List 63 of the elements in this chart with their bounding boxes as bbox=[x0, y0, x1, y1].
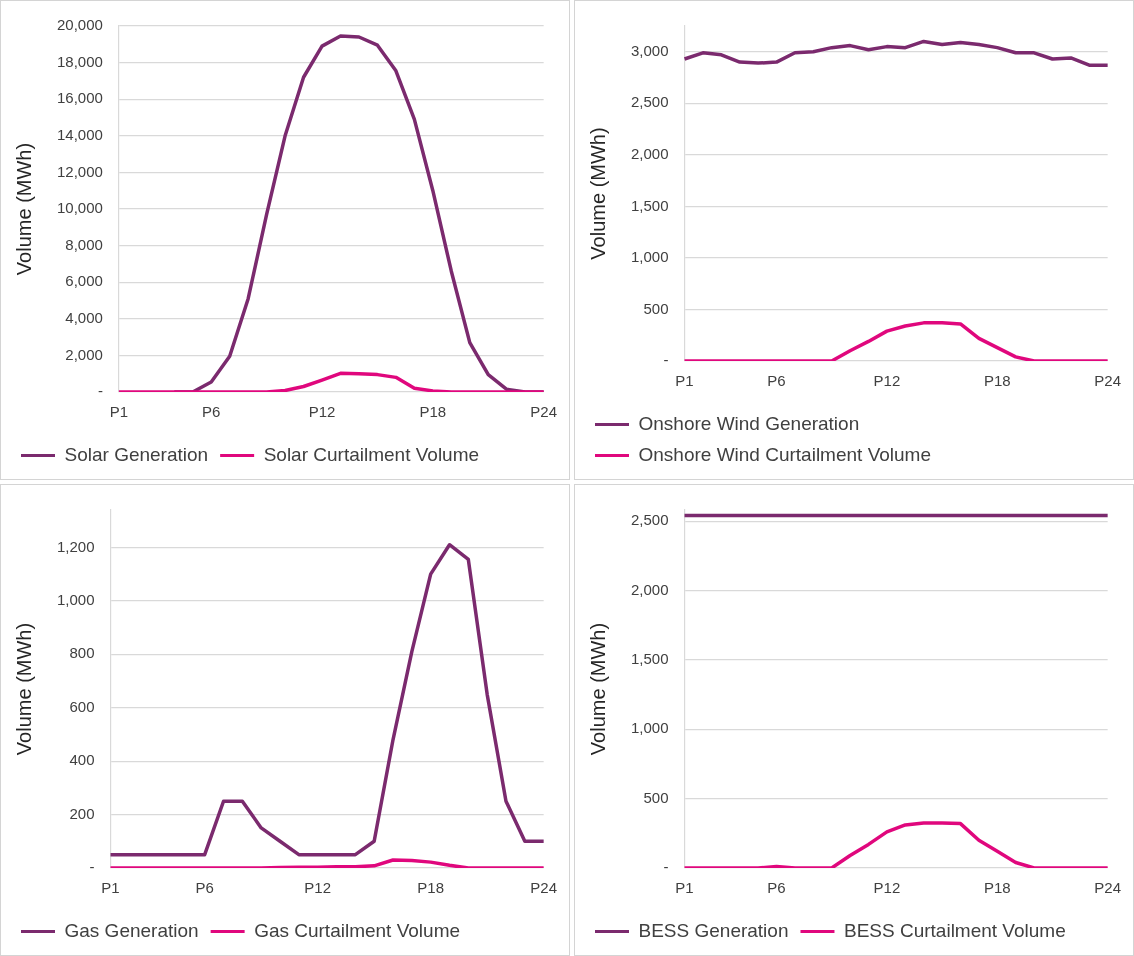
x-tick-label: P18 bbox=[419, 403, 447, 421]
y-tick-label: 1,000 bbox=[630, 719, 669, 737]
y-tick-label: 4,000 bbox=[65, 308, 103, 326]
x-tick-label: P12 bbox=[873, 372, 901, 390]
y-tick-label: 800 bbox=[69, 644, 95, 662]
x-tick-label: P6 bbox=[195, 879, 214, 897]
legend-label: BESS Generation bbox=[638, 919, 789, 941]
x-tick-label: P1 bbox=[101, 879, 120, 897]
x-tick-label: P12 bbox=[308, 403, 336, 421]
y-tick-label: 1,500 bbox=[630, 196, 669, 214]
y-tick-label: 1,200 bbox=[56, 537, 95, 555]
legend-label: Solar Curtailment Volume bbox=[263, 443, 480, 465]
y-tick-label: - bbox=[663, 858, 669, 876]
y-tick-label: 1,000 bbox=[56, 590, 95, 608]
x-tick-label: P24 bbox=[530, 403, 558, 421]
y-tick-label: 2,500 bbox=[630, 511, 669, 529]
y-tick-label: - bbox=[97, 382, 103, 400]
y-axis-title: Volume (MWh) bbox=[12, 622, 35, 756]
y-tick-label: 20,000 bbox=[56, 16, 103, 34]
y-tick-label: 3,000 bbox=[630, 41, 669, 59]
x-tick-label: P18 bbox=[983, 879, 1011, 897]
y-tick-label: 14,000 bbox=[56, 125, 103, 143]
x-tick-label: P24 bbox=[530, 879, 558, 897]
y-tick-label: 2,500 bbox=[630, 93, 669, 111]
y-tick-label: 8,000 bbox=[65, 235, 103, 253]
y-tick-label: 10,000 bbox=[56, 199, 103, 217]
y-tick-label: 1,000 bbox=[630, 248, 669, 266]
y-tick-label: 500 bbox=[643, 299, 669, 317]
y-tick-label: 200 bbox=[69, 804, 95, 822]
x-tick-label: P24 bbox=[1094, 372, 1122, 390]
x-tick-label: P18 bbox=[417, 879, 445, 897]
y-tick-label: 600 bbox=[69, 697, 95, 715]
y-tick-label: - bbox=[89, 858, 95, 876]
y-tick-label: 2,000 bbox=[630, 144, 669, 162]
y-tick-label: 6,000 bbox=[65, 272, 103, 290]
y-tick-label: 12,000 bbox=[56, 162, 103, 180]
y-axis-title: Volume (MWh) bbox=[586, 622, 609, 756]
legend-label: Onshore Wind Generation bbox=[638, 412, 860, 434]
y-tick-label: 2,000 bbox=[65, 345, 103, 363]
x-tick-label: P1 bbox=[109, 403, 129, 421]
x-tick-label: P6 bbox=[767, 372, 786, 390]
legend-label: Gas Curtailment Volume bbox=[254, 919, 461, 941]
y-tick-label: 1,500 bbox=[630, 650, 669, 667]
x-tick-label: P12 bbox=[873, 879, 901, 897]
legend-label: Solar Generation bbox=[64, 443, 209, 465]
y-axis-title: Volume (MWh) bbox=[12, 142, 35, 276]
y-tick-label: 400 bbox=[69, 751, 95, 769]
legend-label: Onshore Wind Curtailment Volume bbox=[638, 443, 932, 465]
x-tick-label: P12 bbox=[304, 879, 332, 897]
x-tick-label: P18 bbox=[983, 372, 1011, 390]
legend-label: Gas Generation bbox=[64, 919, 199, 941]
y-tick-label: 18,000 bbox=[56, 52, 103, 70]
y-tick-label: 16,000 bbox=[56, 89, 103, 107]
y-tick-label: 500 bbox=[643, 788, 669, 806]
legend-label: BESS Curtailment Volume bbox=[843, 919, 1066, 941]
y-axis-title: Volume (MWh) bbox=[586, 127, 609, 260]
x-tick-label: P24 bbox=[1094, 879, 1122, 897]
x-tick-label: P6 bbox=[767, 879, 786, 897]
x-tick-label: P1 bbox=[675, 879, 694, 897]
y-tick-label: 2,000 bbox=[630, 580, 669, 598]
y-tick-label: - bbox=[663, 351, 669, 369]
x-tick-label: P1 bbox=[675, 372, 694, 390]
x-tick-label: P6 bbox=[202, 403, 221, 421]
